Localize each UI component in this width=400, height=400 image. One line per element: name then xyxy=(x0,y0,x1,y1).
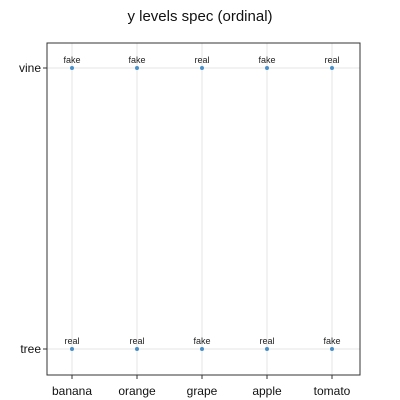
data-point xyxy=(330,347,334,351)
y-tick-label: vine xyxy=(19,61,41,75)
data-point xyxy=(330,66,334,70)
data-point xyxy=(200,66,204,70)
data-label: real xyxy=(259,336,274,346)
data-label: fake xyxy=(193,336,210,346)
data-label: fake xyxy=(323,336,340,346)
data-point xyxy=(135,347,139,351)
x-tick-label: tomato xyxy=(314,384,351,398)
plot-area-frame xyxy=(46,42,361,376)
data-point xyxy=(70,66,74,70)
data-label: fake xyxy=(258,55,275,65)
data-point xyxy=(70,347,74,351)
chart-title: y levels spec (ordinal) xyxy=(127,8,272,25)
data-point xyxy=(135,66,139,70)
grid-lines xyxy=(47,43,360,375)
y-tick-label: tree xyxy=(20,342,41,356)
data-label: real xyxy=(64,336,79,346)
x-tick-label: grape xyxy=(187,384,218,398)
data-labels: fake fake real fake real real real fake real fake xyxy=(63,55,340,346)
data-point xyxy=(200,347,204,351)
data-label: fake xyxy=(128,55,145,65)
data-label: real xyxy=(324,55,339,65)
data-points xyxy=(70,66,334,351)
data-point xyxy=(265,66,269,70)
axes: banana orange grape apple tomato tree vine xyxy=(19,61,351,398)
data-label: real xyxy=(129,336,144,346)
x-tick-label: apple xyxy=(252,384,282,398)
x-tick-label: banana xyxy=(52,384,92,398)
x-tick-label: orange xyxy=(118,384,156,398)
data-label: real xyxy=(194,55,209,65)
data-label: fake xyxy=(63,55,80,65)
data-point xyxy=(265,347,269,351)
